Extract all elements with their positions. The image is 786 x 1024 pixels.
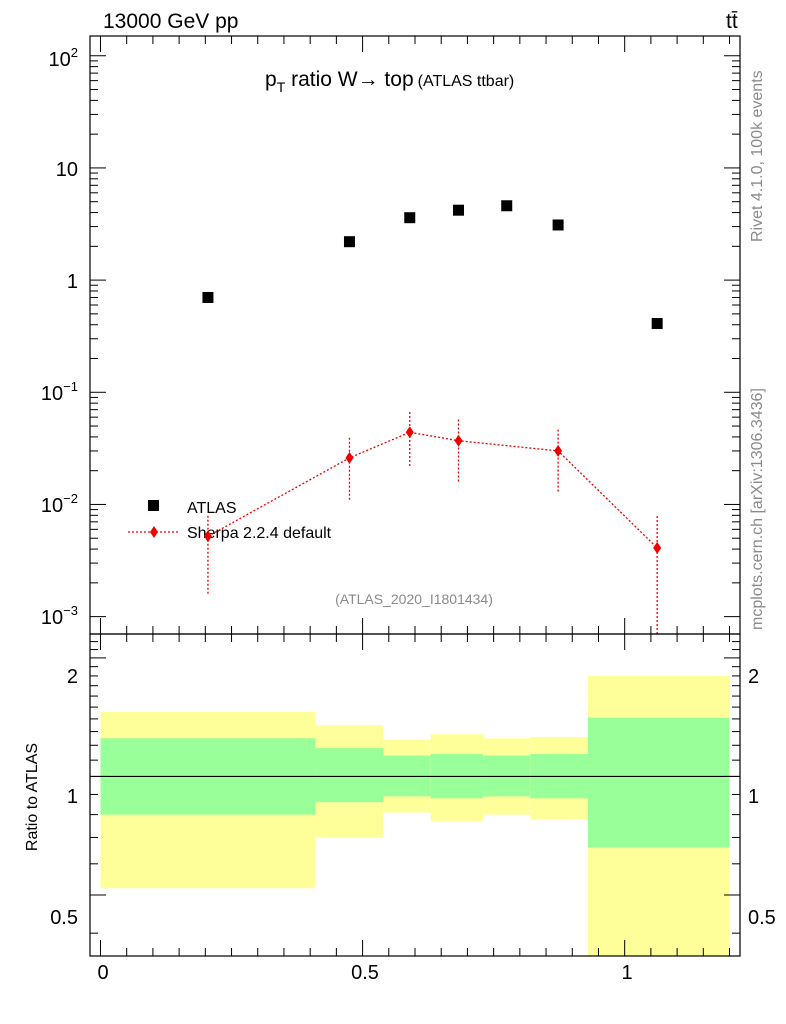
ratio-plot-frame [89,633,741,957]
chart-title: pT ratio W→ top (ATLAS ttbar) [265,68,514,95]
x-tick-label-1: 1 [621,962,632,984]
ratio-y-tick-right-1: 1 [748,786,759,808]
atlas-point [343,236,355,248]
main-panel: 102 10 1 10−1 10−2 10−3 pT ratio W→ top(… [41,35,741,635]
sherpa-point [653,541,662,554]
legend-sherpa-marker [150,526,158,538]
ratio-y-tick-left-2: 2 [67,666,78,688]
atlas-point [651,318,663,330]
legend-atlas-marker [148,500,159,511]
y-tick-label-100: 102 [49,45,78,71]
y-tick-label-0.1: 10−1 [41,379,78,405]
analysis-watermark: (ATLAS_2020_I1801434) [335,591,493,607]
sherpa-point [454,434,463,447]
legend-sherpa-label: Sherpa 2.2.4 default [187,525,332,542]
y-tick-label-10: 10 [56,159,78,181]
ratio-axis-ticks [90,634,740,956]
sherpa-point [554,444,563,457]
atlas-point [501,200,513,212]
x-tick-labels: 0 0.5 1 [97,962,632,984]
y-tick-label-0.01: 10−2 [41,491,78,517]
rivet-version-label: Rivet 4.1.0, 100k events [749,70,766,242]
ratio-y-tick-labels: 0.5 1 2 0.5 1 2 [50,666,776,929]
legend-atlas-label: ATLAS [187,500,237,517]
ratio-y-axis-label: Ratio to ATLAS [24,743,41,851]
main-plot-frame [89,35,741,635]
energy-label: 13000 GeV pp [103,10,238,33]
main-axis-ticks [90,36,740,634]
ratio-y-tick-right-0.5: 0.5 [748,907,776,929]
atlas-point [552,219,564,231]
ratio-y-tick-left-0.5: 0.5 [50,907,78,929]
sherpa-line [207,431,658,549]
atlas-point [202,291,214,303]
x-tick-label-0.5: 0.5 [351,962,379,984]
sherpa-point [203,530,212,543]
ratio-y-tick-left-1: 1 [67,786,78,808]
mcplots-label: mcplots.cern.ch [arXiv:1306.3436] [749,388,766,630]
ratio-uncertainty-bands [100,675,730,956]
process-label: tt̄ [726,10,738,33]
ratio-inner-band [587,717,730,848]
ratio-panel: 0.5 1 2 0.5 1 2 0 0.5 1 Ratio to ATLAS [24,633,776,984]
y-tick-label-0.001: 10−3 [41,603,78,629]
ratio-inner-band [315,748,384,803]
atlas-point [453,204,465,216]
sherpa-series [203,411,662,634]
sherpa-point [345,451,354,464]
atlas-series [202,200,663,330]
x-tick-label-0: 0 [97,962,108,984]
y-tick-label-1: 1 [67,271,78,293]
ratio-y-tick-right-2: 2 [748,666,759,688]
legend: ATLAS Sherpa 2.2.4 default [128,500,332,542]
main-y-tick-labels: 102 10 1 10−1 10−2 10−3 [41,45,78,629]
sherpa-point [405,426,414,439]
atlas-point [404,212,416,224]
